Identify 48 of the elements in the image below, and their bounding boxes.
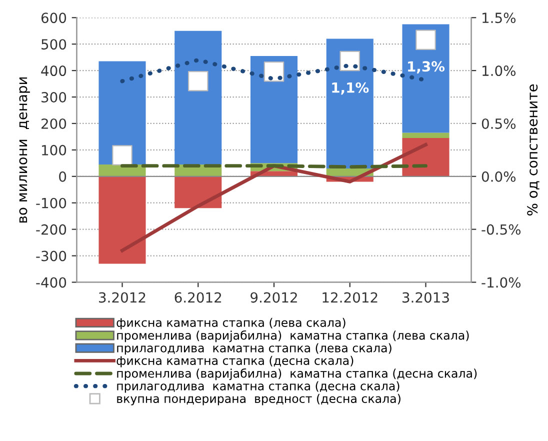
point (340, 50, 360, 72)
y-tick-label: 400 (41, 66, 66, 76)
data-label: 1,3% (408, 61, 445, 74)
y-tick-label: -300 (36, 250, 66, 262)
legend-label: прилагодлива каматна стапка (десна скала) (117, 381, 400, 393)
y-tick-label: 600 (41, 12, 66, 24)
y-tick-label: 0 (59, 171, 66, 182)
bar (402, 24, 450, 133)
y-axis-title: во милиони денари (19, 77, 30, 222)
legend-label: променлива (варијабилна) каматна стапка (лева скала) (117, 330, 469, 342)
point (416, 30, 436, 50)
x-tick-label: 9.2012 (250, 292, 297, 303)
legend-label: вкупна пондерирана вредност (десна скала) (117, 394, 400, 406)
legend-label: фиксна каматна стапка (лева скала) (116, 318, 346, 330)
bar (402, 132, 450, 138)
point (264, 61, 284, 82)
line-series (120, 142, 428, 252)
y-tick-label: 300 (42, 92, 66, 102)
y2-axis-title: % од сопствените (527, 84, 540, 216)
y2-tick-label: 0.0% (482, 171, 516, 182)
bar (98, 61, 146, 164)
data-label: 1,1% (332, 82, 369, 95)
y-tick-label: 500 (42, 39, 66, 50)
bar (98, 176, 146, 264)
y-tick-label: -200 (36, 224, 66, 235)
y2-tick-label: -0.5% (482, 224, 521, 235)
y-tick-label: -400 (36, 277, 66, 288)
y-tick-label: 200 (42, 118, 66, 129)
y-tick-label: 100 (42, 144, 66, 156)
y-tick-label: -100 (36, 198, 66, 208)
bar (250, 56, 298, 164)
point (112, 145, 132, 166)
bar (174, 176, 222, 208)
legend-label: прилагодлива каматна стапка (лева скала) (117, 343, 392, 355)
x-tick-label: 3.2013 (402, 292, 449, 303)
y2-tick-label: 1.0% (482, 66, 516, 76)
x-tick-label: 12.2012 (322, 292, 378, 303)
x-tick-label: 6.2012 (174, 292, 222, 303)
point (188, 71, 208, 92)
y2-tick-label: 0.5% (482, 118, 516, 129)
y2-tick-label: 1.5% (482, 12, 516, 24)
legend-label: променлива (варијабилна) каматна стапка (десна скала) (117, 368, 477, 380)
legend-label: фиксна каматна стапка (десна скала) (116, 356, 354, 368)
bar (326, 38, 374, 168)
x-tick-label: 3.2012 (99, 292, 146, 303)
bar (402, 138, 450, 176)
y2-tick-label: -1.0% (482, 277, 521, 288)
bar (174, 30, 222, 164)
